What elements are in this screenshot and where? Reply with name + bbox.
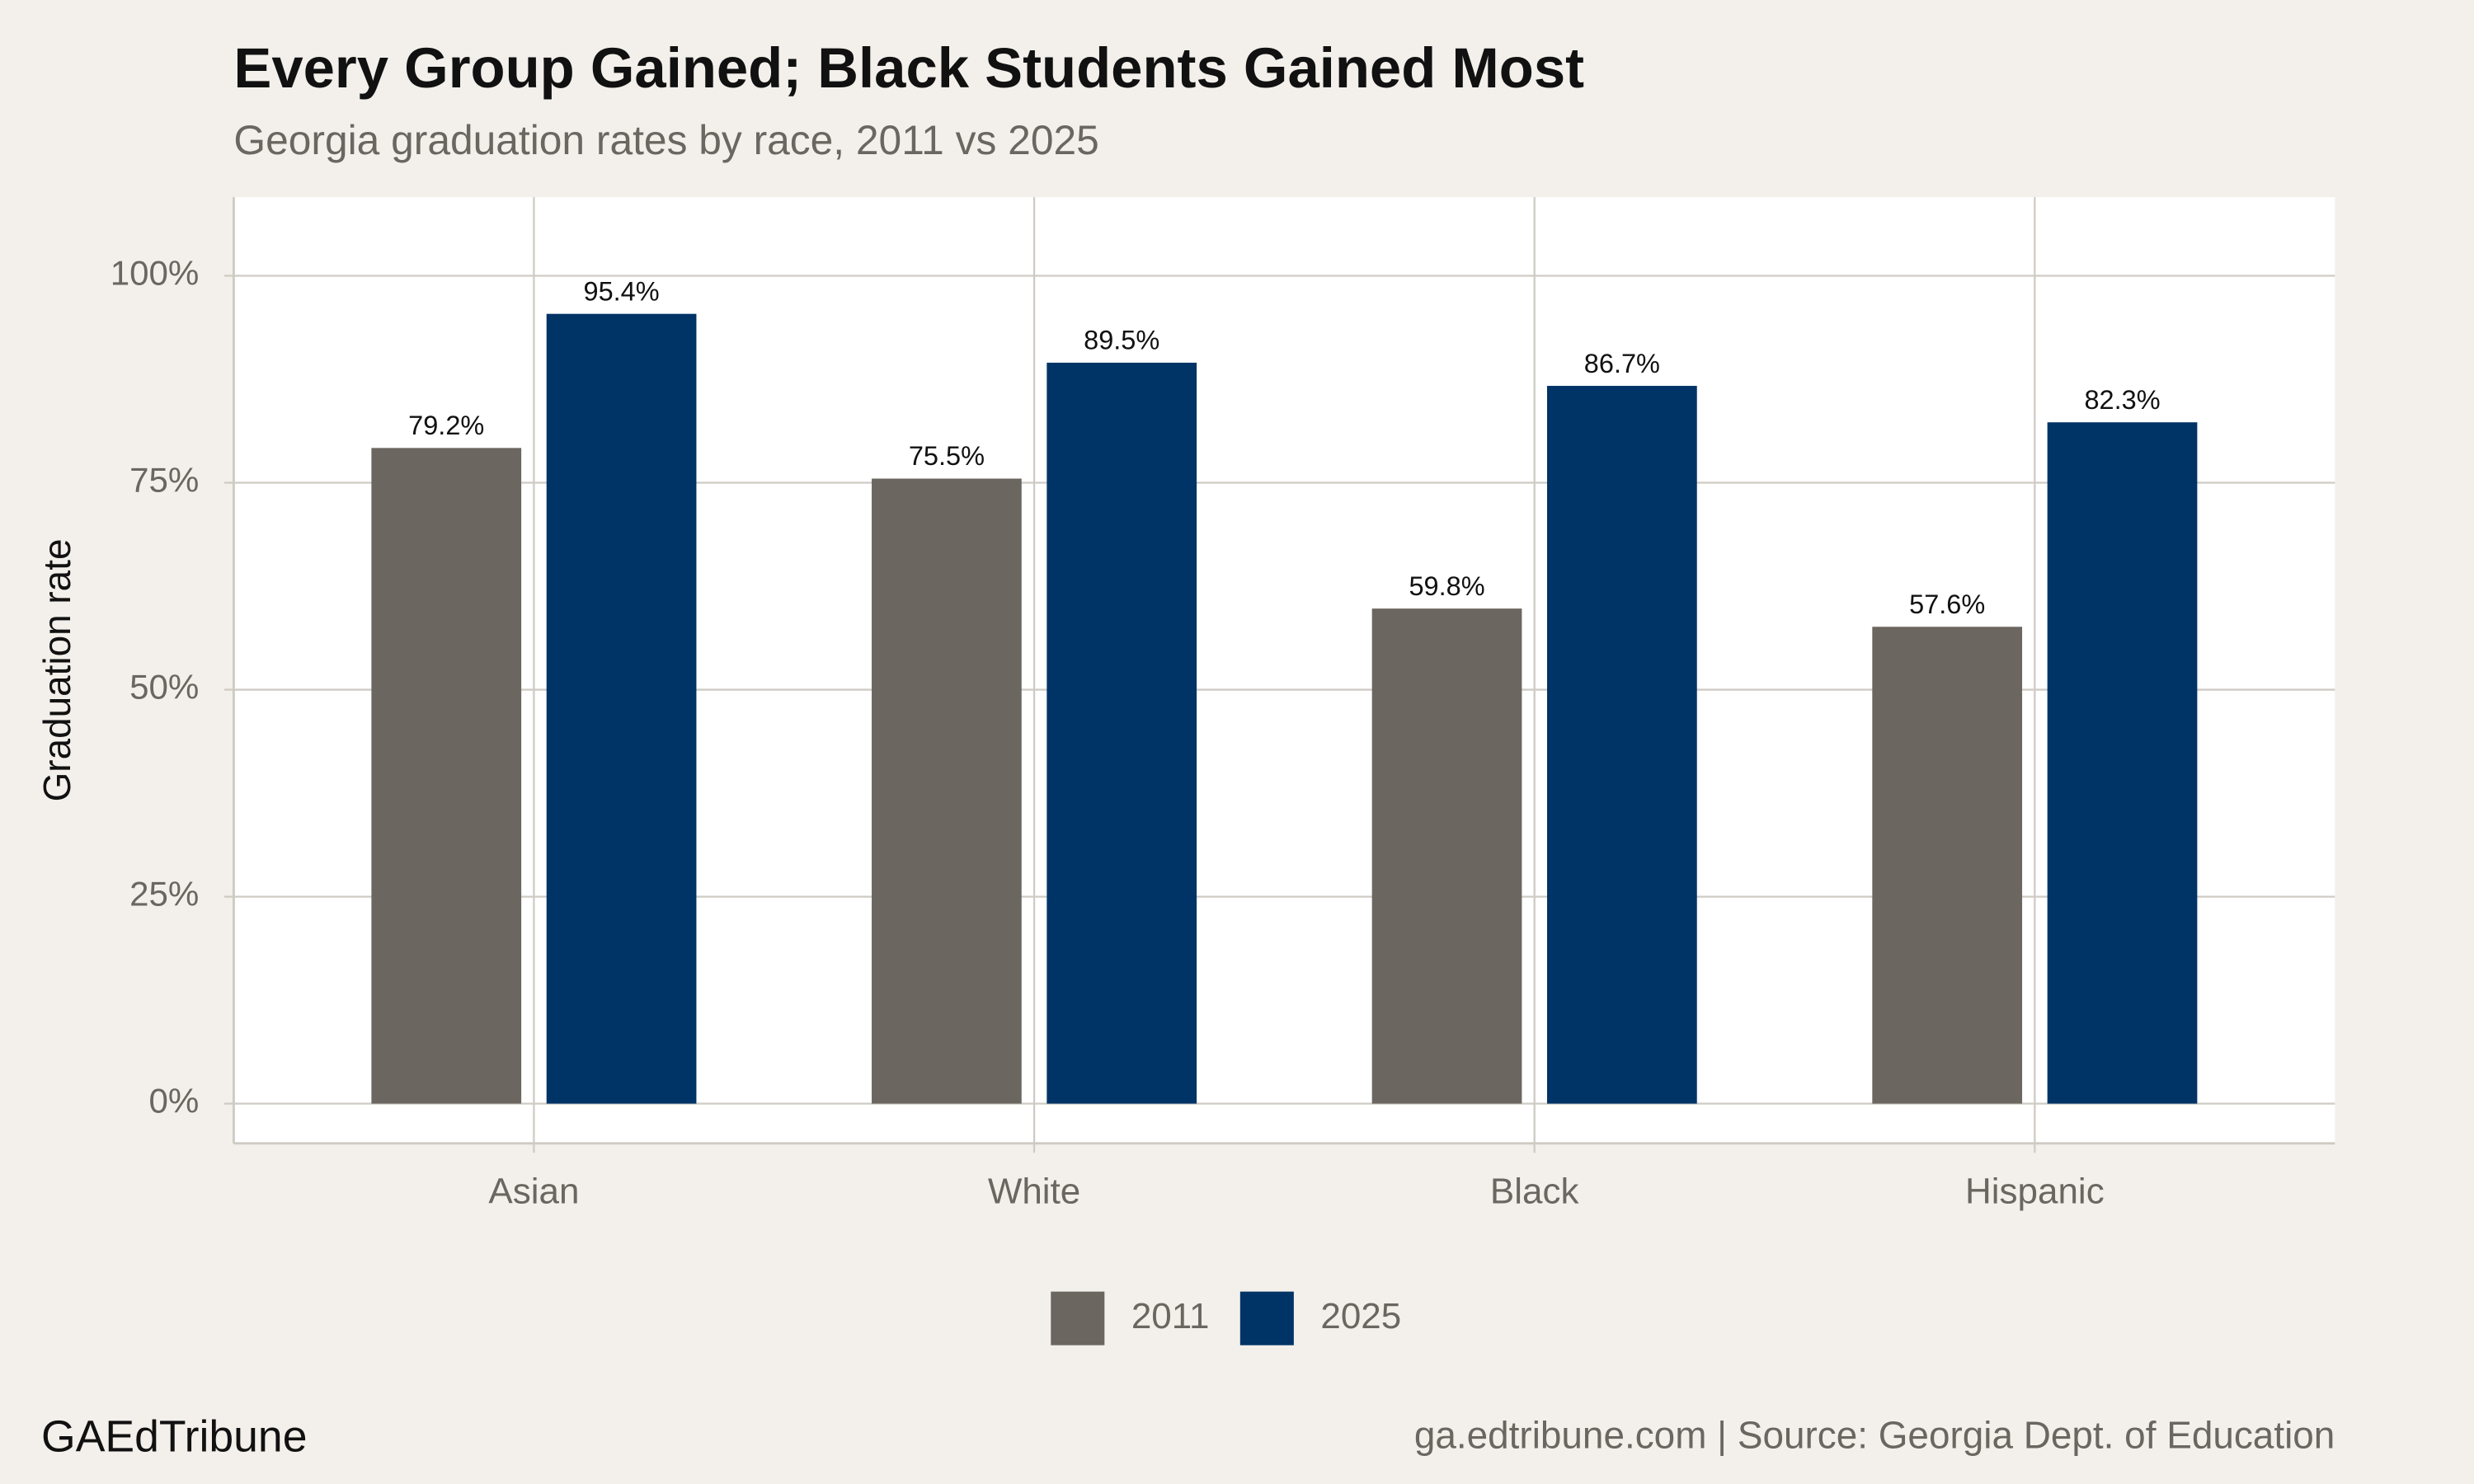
bar <box>1872 627 2023 1104</box>
value-label: 95.4% <box>583 276 659 306</box>
value-label: 82.3% <box>2084 385 2160 415</box>
bar <box>1547 386 1697 1104</box>
bar <box>371 448 522 1104</box>
value-label: 57.6% <box>1909 589 1985 619</box>
legend-swatch <box>1239 1291 1294 1345</box>
legend-label: 2025 <box>1320 1296 1401 1336</box>
bar <box>872 478 1022 1104</box>
value-label: 59.8% <box>1409 571 1484 601</box>
bar <box>1371 608 1522 1104</box>
y-tick-label: 25% <box>129 875 199 913</box>
y-tick-label: 0% <box>149 1082 200 1120</box>
value-label: 79.2% <box>408 411 484 440</box>
x-tick-label: Hispanic <box>1965 1172 2105 1212</box>
y-tick-label: 100% <box>111 254 200 293</box>
marks: 79.2% 75.5% 59.8% 57.6% 95.4% 89.5% 86.7% 82.3%… <box>371 276 2198 1345</box>
y-axis-label: Graduation rate <box>35 539 78 802</box>
bar <box>2047 422 2198 1104</box>
x-tick-label: Asian <box>488 1172 579 1212</box>
brand: GAEdTribune <box>41 1413 307 1462</box>
chart-title: Every Group Gained; Black Students Gaine… <box>233 36 1584 100</box>
value-label: 86.7% <box>1584 349 1660 378</box>
value-label: 89.5% <box>1084 326 1159 355</box>
value-label: 75.5% <box>909 441 985 471</box>
legend-swatch <box>1051 1291 1105 1345</box>
bar <box>1047 362 1197 1104</box>
source: ga.edtribune.com | Source: Georgia Dept.… <box>1414 1414 2335 1457</box>
chart-subtitle: Georgia graduation rates by race, 2011 v… <box>233 117 1098 163</box>
x-tick-label: Black <box>1490 1172 1580 1212</box>
y-tick-label: 75% <box>129 461 199 500</box>
legend-label: 2011 <box>1131 1296 1210 1336</box>
y-tick-label: 50% <box>129 668 199 707</box>
x-tick-label: White <box>988 1172 1080 1212</box>
bar <box>546 313 697 1104</box>
